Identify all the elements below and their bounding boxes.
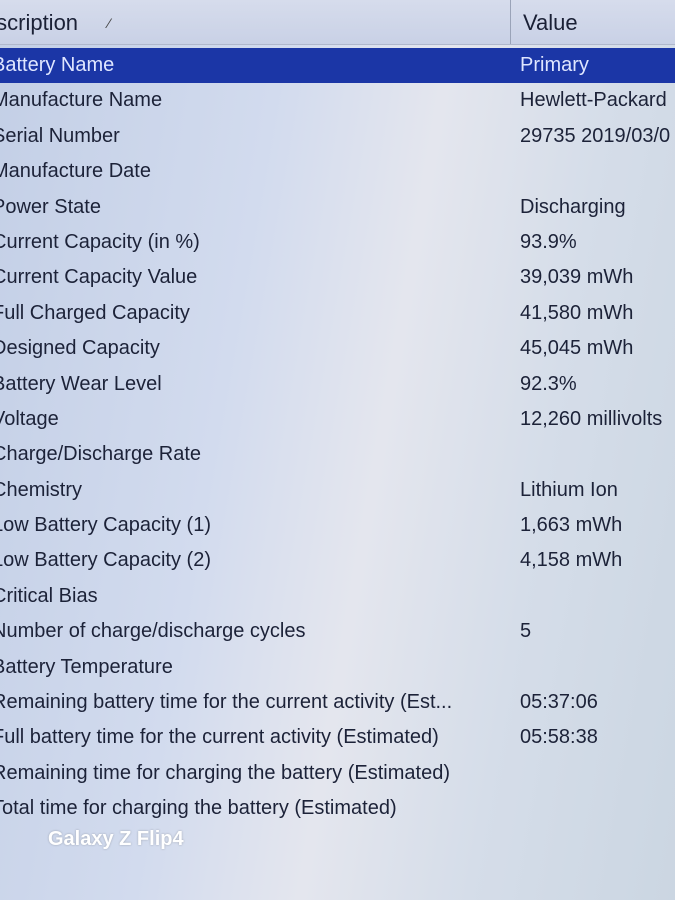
sort-indicator-icon: ⁄ — [108, 15, 111, 31]
column-header-description-label: Description — [0, 10, 79, 35]
row-label: Manufacture Name — [0, 89, 163, 112]
row-value: Hewlett-Packard — [520, 89, 667, 112]
row-value: 4,158 mWh — [520, 549, 623, 572]
list-header: Description ⁄ Value — [0, 0, 675, 45]
row-value: 41,580 mWh — [520, 301, 634, 324]
row-value: 92.3% — [520, 372, 577, 395]
row-label: Battery Temperature — [0, 655, 173, 678]
row-label: Battery Name — [0, 54, 115, 76]
table-row[interactable]: Remaining battery time for the current a… — [0, 685, 675, 720]
row-value: 39,039 mWh — [520, 266, 634, 289]
table-row[interactable]: Power State Discharging — [0, 190, 675, 225]
column-header-value[interactable]: Value — [510, 0, 675, 44]
table-row[interactable]: Charge/Discharge Rate — [0, 437, 675, 472]
row-label: Manufacture Date — [0, 160, 151, 183]
row-value: Discharging — [520, 195, 626, 218]
table-row[interactable]: Manufacture Name Hewlett-Packard — [0, 83, 675, 118]
row-label: Remaining time for charging the battery … — [0, 761, 450, 784]
row-value: 05:58:38 — [520, 726, 598, 749]
table-row[interactable]: Remaining time for charging the battery … — [0, 756, 675, 791]
row-label: Critical Bias — [0, 584, 98, 607]
row-label: Remaining battery time for the current a… — [0, 691, 453, 714]
row-value: 5 — [520, 620, 532, 643]
table-row[interactable]: Designed Capacity 45,045 mWh — [0, 331, 675, 366]
row-label: Voltage — [0, 407, 59, 430]
row-value: 1,663 mWh — [520, 514, 623, 537]
row-label: Power State — [0, 195, 101, 218]
row-label: Current Capacity (in %) — [0, 230, 200, 253]
table-row[interactable]: Battery Name Primary — [0, 48, 675, 84]
row-value: 05:37:06 — [520, 691, 598, 714]
column-header-description[interactable]: Description ⁄ — [0, 0, 508, 44]
row-label: Chemistry — [0, 478, 83, 501]
camera-watermark: Galaxy Z Flip4 — [48, 828, 184, 850]
table-row[interactable]: Voltage 12,260 millivolts — [0, 402, 675, 437]
table-row[interactable]: Total time for charging the battery (Est… — [0, 791, 675, 826]
row-value: Lithium Ion — [520, 478, 618, 501]
row-label: Full Charged Capacity — [0, 301, 190, 324]
table-row[interactable]: Full Charged Capacity 41,580 mWh — [0, 296, 675, 331]
row-label: Number of charge/discharge cycles — [0, 620, 306, 643]
row-label: Battery Wear Level — [0, 372, 162, 395]
row-value: Primary — [520, 54, 589, 76]
row-label: Low Battery Capacity (1) — [0, 514, 211, 537]
table-row[interactable]: Current Capacity Value 39,039 mWh — [0, 260, 675, 295]
row-value: 45,045 mWh — [520, 337, 634, 360]
row-value: 29735 2019/03/0 — [520, 124, 671, 147]
table-row[interactable]: Manufacture Date — [0, 154, 675, 189]
row-label: Charge/Discharge Rate — [0, 443, 201, 466]
table-row[interactable]: Current Capacity (in %) 93.9% — [0, 225, 675, 260]
table-row[interactable]: Serial Number 29735 2019/03/0 — [0, 119, 675, 154]
table-row[interactable]: Chemistry Lithium Ion — [0, 473, 675, 508]
row-label: Serial Number — [0, 124, 120, 147]
row-label: Low Battery Capacity (2) — [0, 549, 211, 572]
row-label: Current Capacity Value — [0, 266, 198, 289]
table-row[interactable]: Low Battery Capacity (2) 4,158 mWh — [0, 543, 675, 578]
table-row[interactable]: Critical Bias — [0, 579, 675, 614]
table-row[interactable]: Low Battery Capacity (1) 1,663 mWh — [0, 508, 675, 543]
row-value: 12,260 millivolts — [520, 407, 663, 430]
table-row[interactable]: Battery Temperature — [0, 650, 675, 685]
row-value: 93.9% — [520, 230, 577, 253]
table-row[interactable]: Battery Wear Level 92.3% — [0, 367, 675, 402]
table-row[interactable]: Number of charge/discharge cycles 5 — [0, 614, 675, 649]
row-label: Total time for charging the battery (Est… — [0, 797, 397, 820]
table-row[interactable]: Full battery time for the current activi… — [0, 720, 675, 755]
row-label: Full battery time for the current activi… — [0, 726, 439, 749]
row-label: Designed Capacity — [0, 337, 160, 360]
battery-info-list[interactable]: Battery Name Primary Manufacture Name Hewle… — [0, 48, 675, 827]
